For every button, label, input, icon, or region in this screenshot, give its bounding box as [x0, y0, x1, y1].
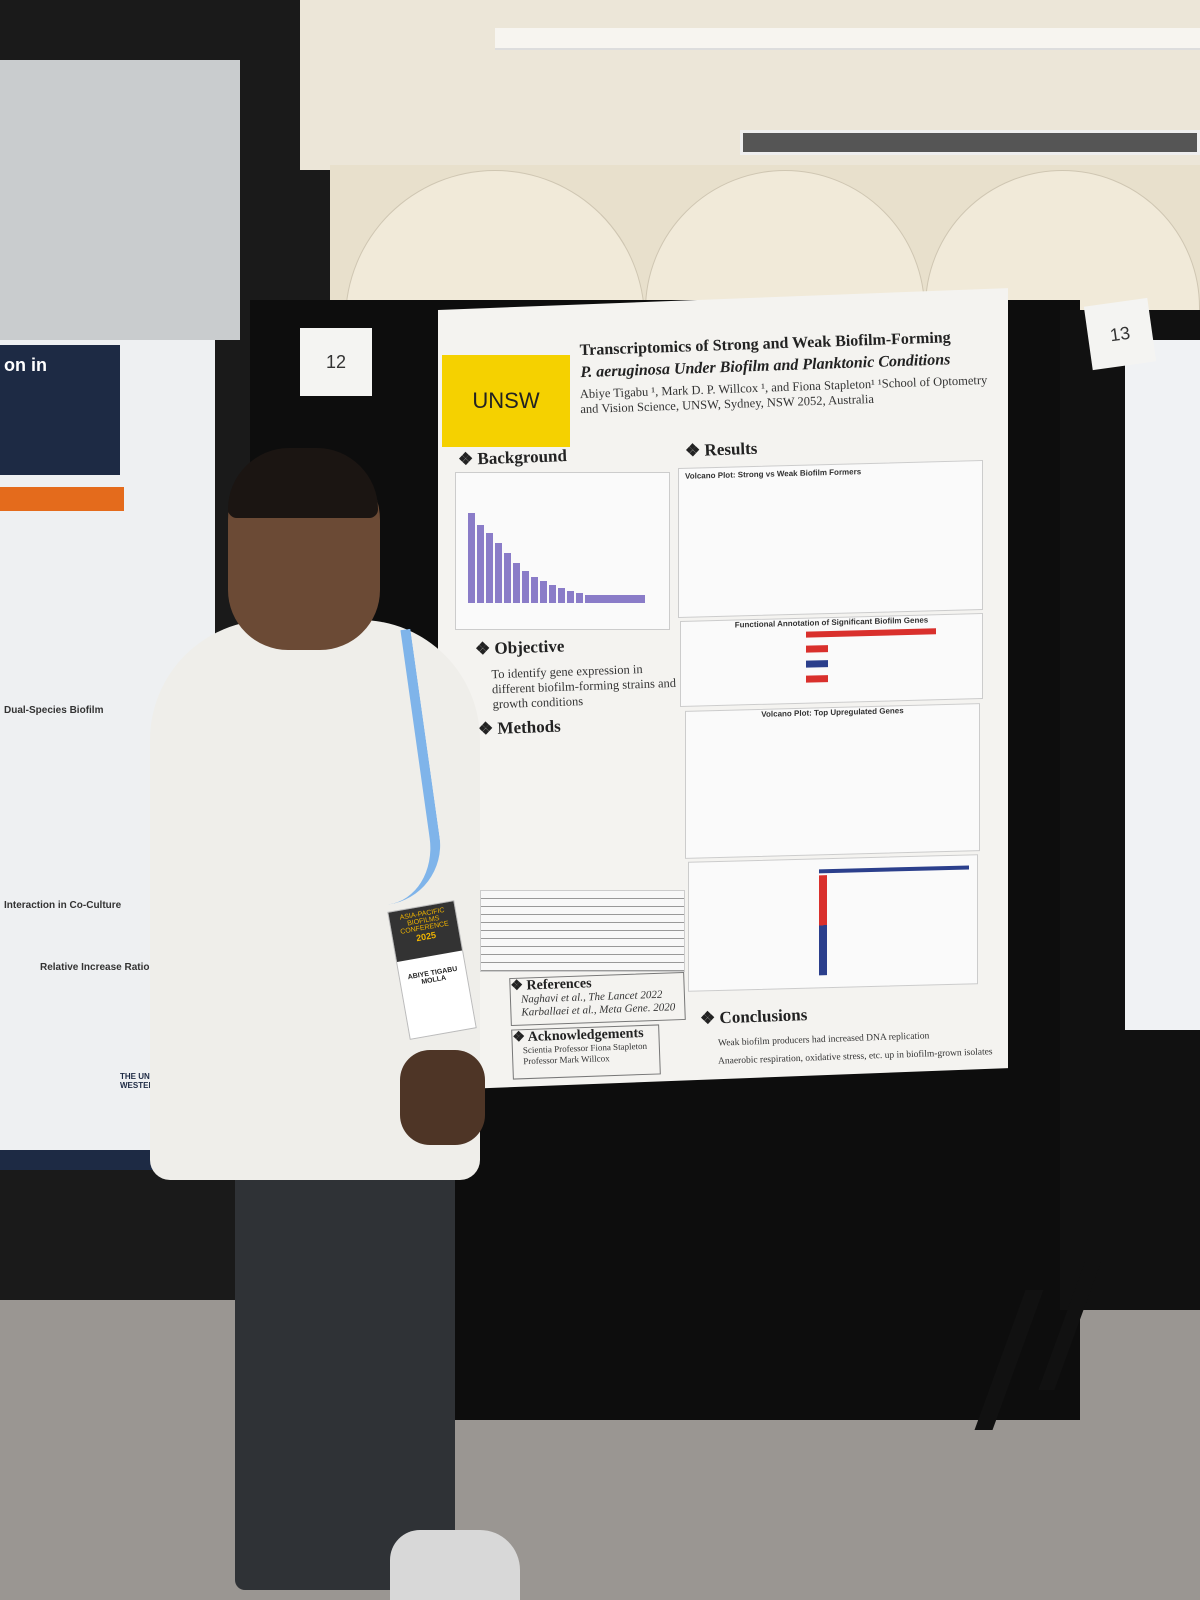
results-heading: ❖ Results [684, 438, 758, 461]
board-number-12: 12 [300, 328, 372, 396]
bar [819, 875, 827, 976]
right-poster [1125, 340, 1200, 1030]
left-poster-title: on in [0, 345, 120, 475]
projector-screen [740, 130, 1200, 155]
person-jeans [235, 1150, 455, 1590]
lanyard [232, 628, 448, 922]
background-heading: ❖ Background [457, 446, 568, 469]
functional-chart-d [688, 854, 978, 992]
results-table [480, 890, 685, 972]
functional-annotation-b: Functional Annotation of Significant Bio… [680, 613, 983, 707]
volcano-plot-c: Volcano Plot: Top Upregulated Genes [685, 703, 980, 859]
objective-heading: ❖ Objective [474, 636, 565, 659]
methods-flowchart [475, 742, 685, 885]
conclusions-heading: ❖ Conclusions [699, 1005, 808, 1028]
board-number-13: 13 [1083, 297, 1157, 371]
left-poster-banner [0, 487, 124, 511]
references-box: ❖ References Naghavi et al., The Lancet … [509, 971, 686, 1027]
person-shoe [390, 1530, 520, 1600]
unsw-logo: UNSW [442, 355, 570, 447]
bar [806, 675, 828, 683]
ceiling-light-rail [495, 28, 1200, 50]
bar [819, 865, 969, 874]
bar [806, 628, 936, 638]
section-heading: Dual-Species Biofilm [4, 705, 104, 716]
objective-text: To identify gene expression in different… [491, 662, 677, 712]
section-heading: Relative Increase Ratio [40, 962, 150, 973]
volcano-plot-a: Volcano Plot: Strong vs Weak Biofilm For… [678, 460, 983, 618]
bar [806, 660, 828, 668]
partition-panel [0, 60, 240, 340]
acknowledgements-box: ❖ Acknowledgements Scientia Professor Fi… [511, 1024, 661, 1080]
bar-chart-graphic [468, 513, 645, 603]
methods-heading: ❖ Methods [477, 716, 562, 739]
section-heading: Interaction in Co-Culture [4, 900, 122, 911]
person-hair [228, 448, 378, 518]
bar [806, 645, 828, 653]
person-hands [400, 1050, 485, 1145]
background-bar-chart [455, 472, 670, 630]
